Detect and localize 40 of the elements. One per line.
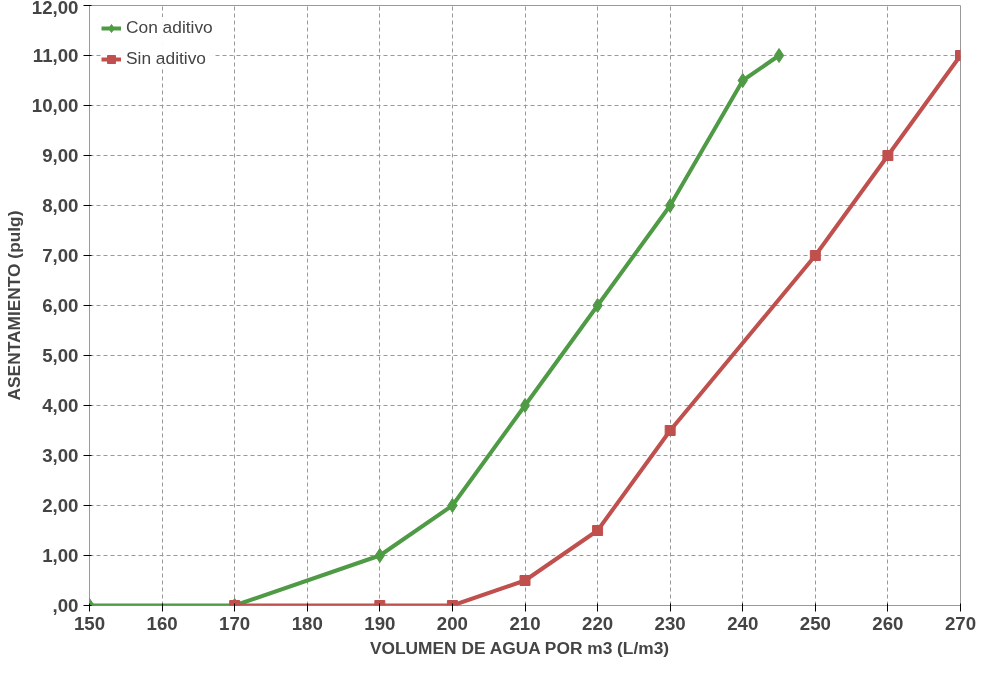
point — [519, 575, 531, 586]
y-tick-label: 2,00 — [42, 495, 79, 516]
y-axis-title: ASENTAMIENTO (pulg) — [3, 210, 24, 401]
x-tick-label: 200 — [436, 612, 468, 634]
point — [809, 250, 821, 261]
point — [665, 198, 676, 213]
x-tick-label: 270 — [944, 612, 977, 634]
point — [773, 48, 785, 63]
x-tick-label: 180 — [291, 612, 323, 634]
point — [737, 73, 748, 88]
x-tick-label: 160 — [146, 612, 178, 634]
point — [447, 498, 458, 513]
y-tick-label: 5,00 — [42, 345, 79, 366]
x-tick-label: 220 — [582, 612, 614, 634]
x-tick-label: 210 — [509, 612, 541, 634]
point — [592, 298, 603, 313]
x-tick-label: 170 — [219, 612, 251, 634]
y-tick-label: 1,00 — [42, 545, 79, 566]
legend-label: Con aditivo — [126, 17, 213, 38]
point — [519, 398, 531, 413]
y-tick-label: 12,00 — [31, 0, 79, 18]
x-tick-label: 230 — [654, 612, 686, 634]
x-tick-label: 190 — [364, 612, 396, 634]
point — [664, 425, 676, 436]
x-tick-label: 240 — [727, 612, 759, 634]
point — [374, 548, 385, 563]
legend-label: Sin aditivo — [126, 48, 206, 69]
x-axis-title: VOLUMEN DE AGUA POR m3 (L/m3) — [369, 637, 670, 658]
x-tick-label: 250 — [799, 612, 831, 634]
y-tick-label: 11,00 — [32, 45, 79, 66]
y-tick-label: 8,00 — [42, 195, 79, 216]
y-tick-label: 3,00 — [42, 445, 79, 466]
point — [882, 150, 894, 161]
point — [592, 525, 604, 536]
y-tick-label: 9,00 — [42, 145, 79, 166]
y-tick-label: 10,00 — [31, 95, 79, 116]
x-tick-label: 260 — [872, 612, 904, 634]
y-tick-label: 7,00 — [42, 245, 79, 266]
y-tick-label: 4,00 — [42, 395, 79, 416]
y-tick-label: 6,00 — [42, 295, 79, 316]
